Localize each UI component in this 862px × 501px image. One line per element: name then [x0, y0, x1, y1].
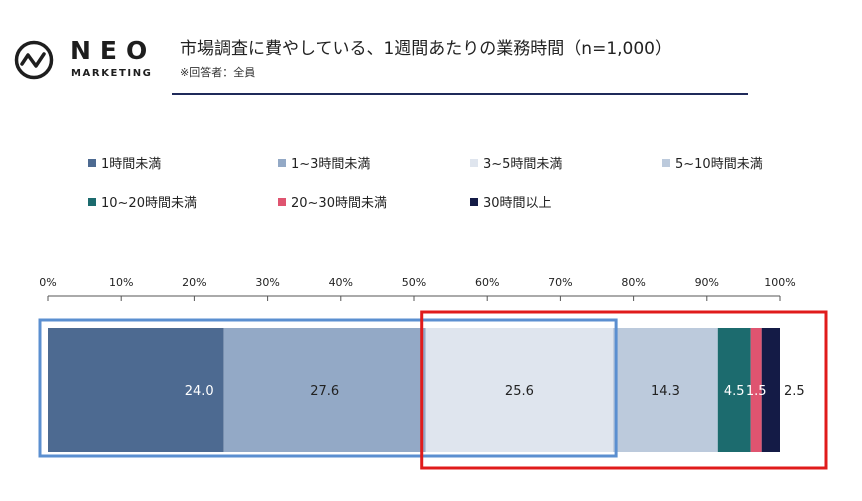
data-label: 27.6: [310, 384, 339, 399]
brand-sub: MARKETING: [71, 68, 153, 79]
x-tick-label: 100%: [764, 276, 795, 289]
brand-logo: NEO MARKETING: [14, 36, 164, 86]
neo-logo-icon: [14, 40, 54, 80]
legend-item: 5~10時間未満: [662, 153, 763, 172]
highlight-frame: [420, 310, 828, 470]
bar-segment: [613, 328, 718, 452]
x-tick-label: 70%: [548, 276, 572, 289]
highlight-frame: [38, 318, 618, 458]
legend-swatch: [88, 197, 96, 206]
legend-item: 1~3時間未満: [278, 153, 370, 172]
x-tick-label: 40%: [329, 276, 353, 289]
x-tick-label: 80%: [621, 276, 645, 289]
x-tick-label: 20%: [182, 276, 206, 289]
page-title: 市場調査に費やしている、1週間あたりの業務時間（n=1,000）: [180, 39, 672, 59]
data-label: 14.3: [651, 384, 680, 399]
legend-item: 3~5時間未満: [470, 153, 562, 172]
legend-item: 1時間未満: [88, 153, 161, 172]
brand-name: NEO: [70, 36, 157, 65]
legend-swatch: [470, 197, 478, 206]
legend-label: 20~30時間未満: [291, 196, 387, 211]
data-label: 4.5: [724, 384, 745, 399]
legend-swatch: [88, 158, 96, 167]
legend-item: 20~30時間未満: [278, 192, 387, 211]
data-label: 1.5: [746, 384, 767, 399]
bar-segment: [761, 328, 780, 452]
x-tick-label: 60%: [475, 276, 499, 289]
data-label: 24.0: [185, 384, 214, 399]
x-tick-label: 0%: [39, 276, 56, 289]
bar-segment: [750, 328, 762, 452]
legend-swatch: [662, 158, 670, 167]
legend-label: 3~5時間未満: [483, 157, 563, 172]
x-tick-label: 90%: [695, 276, 719, 289]
legend-label: 30時間以上: [483, 196, 552, 211]
legend-swatch: [470, 158, 478, 167]
legend-swatch: [278, 197, 286, 206]
data-label: 25.6: [505, 384, 534, 399]
bar-segment: [717, 328, 751, 452]
title-underline: [172, 93, 748, 95]
respondent-note: ※回答者：全員: [180, 66, 256, 79]
legend-label: 5~10時間未満: [675, 157, 763, 172]
x-tick-label: 10%: [109, 276, 133, 289]
legend-swatch: [278, 158, 286, 167]
legend-label: 1~3時間未満: [291, 157, 371, 172]
data-label: 2.5: [784, 384, 805, 399]
legend-item: 30時間以上: [470, 192, 552, 211]
legend-label: 10~20時間未満: [101, 196, 197, 211]
bar-segment: [48, 328, 224, 452]
x-tick-label: 50%: [402, 276, 426, 289]
legend-item: 10~20時間未満: [88, 192, 197, 211]
bar-segment: [223, 328, 426, 452]
bar-segment: [425, 328, 614, 452]
legend-label: 1時間未満: [101, 157, 162, 172]
x-tick-label: 30%: [255, 276, 279, 289]
